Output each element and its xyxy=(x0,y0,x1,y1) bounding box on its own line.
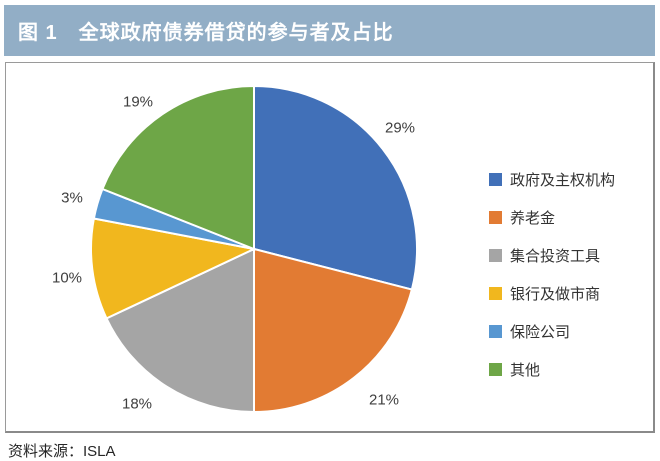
legend-swatch-icon xyxy=(489,287,502,300)
pie-slice-label: 10% xyxy=(51,269,83,287)
legend-item: 政府及主权机构 xyxy=(489,169,615,190)
pie-slice xyxy=(253,248,413,413)
legend-label: 集合投资工具 xyxy=(510,248,601,265)
legend-swatch-icon xyxy=(489,249,502,262)
pie-slice-label: 3% xyxy=(61,189,83,207)
pie-chart xyxy=(90,85,418,413)
pie-slice-label: 21% xyxy=(368,391,400,409)
figure-title: 图 1 全球政府债券借贷的参与者及占比 xyxy=(18,22,394,44)
figure-title-bar: 图 1 全球政府债券借贷的参与者及占比 xyxy=(4,5,655,56)
pie-slice xyxy=(105,248,255,413)
pie-slice xyxy=(90,217,255,320)
source-note: 资料来源：ISLA xyxy=(8,443,116,460)
legend-label: 养老金 xyxy=(510,210,556,227)
pie-slice xyxy=(101,85,255,250)
legend-swatch-icon xyxy=(489,325,502,338)
legend-swatch-icon xyxy=(489,363,502,376)
pie-slice-label: 29% xyxy=(384,119,416,137)
chart-legend: 政府及主权机构 养老金 集合投资工具 银行及做市商 保险公司 其他 xyxy=(489,169,615,380)
pie-slice-label: 18% xyxy=(121,395,153,413)
legend-swatch-icon xyxy=(489,211,502,224)
legend-label: 政府及主权机构 xyxy=(510,172,616,189)
pie-slice xyxy=(253,85,418,291)
legend-item: 养老金 xyxy=(489,207,615,228)
legend-swatch-icon xyxy=(489,173,502,186)
legend-item: 保险公司 xyxy=(489,321,615,342)
legend-item: 其他 xyxy=(489,359,615,380)
legend-item: 集合投资工具 xyxy=(489,245,615,266)
legend-label: 保险公司 xyxy=(510,324,571,341)
legend-item: 银行及做市商 xyxy=(489,283,615,304)
legend-label: 银行及做市商 xyxy=(510,286,601,303)
legend-label: 其他 xyxy=(510,362,541,379)
chart-area: 29% 21% 18% 10% 3% 19% 政府及主权机构 养老金 集合投资工… xyxy=(5,62,655,433)
pie-slice-label: 19% xyxy=(122,93,154,111)
